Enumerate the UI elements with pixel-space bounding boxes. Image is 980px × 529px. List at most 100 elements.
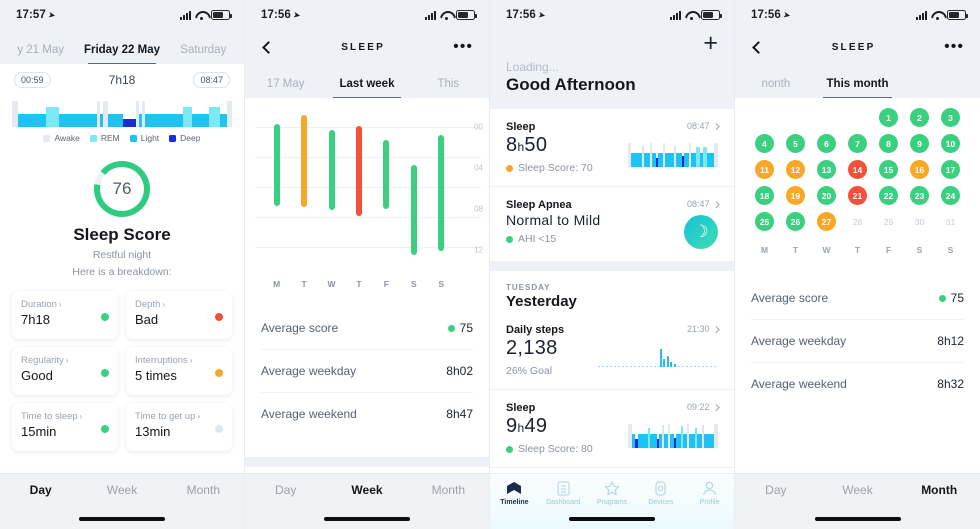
calendar-day[interactable]: 8 xyxy=(879,134,898,153)
calendar-day[interactable]: 13 xyxy=(817,160,836,179)
status-bar: 17:56➤ xyxy=(490,0,734,30)
calendar-day[interactable]: 18 xyxy=(755,186,774,205)
calendar-day[interactable]: 11 xyxy=(755,160,774,179)
metric-card-time-to-sleep[interactable]: Time to sleep › 15min xyxy=(12,403,118,451)
metric-card-depth[interactable]: Depth › Bad xyxy=(126,291,232,339)
more-options-icon[interactable]: ••• xyxy=(453,38,473,55)
calendar-day[interactable]: 2 xyxy=(910,108,929,127)
tab-devices[interactable]: Devices xyxy=(636,479,685,510)
timeline-item-sleep-apnea[interactable]: Sleep Apnea Normal to Mild AHI <15 08:47 xyxy=(490,187,734,262)
timeline-item-right: 08:47 xyxy=(684,199,719,249)
date-tab-next[interactable]: Saturday xyxy=(180,44,227,56)
average-row-score[interactable]: Average score 75 xyxy=(261,307,473,350)
period-tab-month[interactable]: Month xyxy=(186,483,220,497)
period-tab-day[interactable]: Day xyxy=(274,483,297,497)
calendar-day[interactable]: 25 xyxy=(755,212,774,231)
metric-label: Duration › xyxy=(21,299,62,310)
calendar-day[interactable]: 12 xyxy=(786,160,805,179)
metric-card-regularity[interactable]: Regularity › Good xyxy=(12,347,118,395)
date-tabs[interactable]: 17 May Last week This xyxy=(245,64,489,98)
wifi-icon xyxy=(195,11,207,20)
calendar-day[interactable]: 7 xyxy=(848,134,867,153)
tab-timeline[interactable]: Timeline xyxy=(490,479,539,510)
calendar-day[interactable]: 6 xyxy=(817,134,836,153)
calendar-day[interactable]: 16 xyxy=(910,160,929,179)
date-tabs[interactable]: nonth This month xyxy=(735,64,980,98)
calendar-day[interactable]: 9 xyxy=(910,134,929,153)
chevron-left-icon[interactable] xyxy=(262,40,275,54)
calendar-day[interactable]: 10 xyxy=(941,134,960,153)
calendar-day[interactable]: 23 xyxy=(910,186,929,205)
tab-dashboard[interactable]: Dashboard xyxy=(539,479,588,510)
period-tab-day[interactable]: Day xyxy=(765,483,787,497)
average-row-weekday[interactable]: Average weekday 8h02 xyxy=(261,350,473,393)
calendar-day[interactable]: 15 xyxy=(879,160,898,179)
tab-programs[interactable]: Programs xyxy=(588,479,637,510)
date-tabs[interactable]: y 21 May Friday 22 May Saturday xyxy=(0,30,244,64)
period-tab-week[interactable]: Week xyxy=(842,483,873,497)
bar-sat[interactable] xyxy=(400,102,427,277)
period-tab-week[interactable]: Week xyxy=(351,483,383,497)
period-tab-day[interactable]: Day xyxy=(29,483,52,497)
date-tab-current[interactable]: Last week xyxy=(326,78,407,98)
calendar-day[interactable]: 19 xyxy=(786,186,805,205)
panel2-header: 17:56➤ SLEEP ••• 17 May Last week This xyxy=(245,0,489,98)
hypnogram-card[interactable]: 00:59 7h18 08:47 xyxy=(0,64,244,149)
home-indicator[interactable] xyxy=(569,517,655,521)
bar-fri[interactable] xyxy=(373,102,400,277)
average-label: Average weekday xyxy=(751,334,847,348)
date-tab-current[interactable]: Friday 22 May xyxy=(81,44,162,64)
bar-tue[interactable] xyxy=(290,102,317,277)
bar-mon[interactable] xyxy=(263,102,290,277)
metric-card-time-to-get-up[interactable]: Time to get up › 13min xyxy=(126,403,232,451)
calendar-day[interactable]: 27 xyxy=(817,212,836,231)
date-tab-prev[interactable]: nonth xyxy=(761,78,791,90)
average-row-weekend[interactable]: Average weekend 8h32 xyxy=(751,363,964,405)
period-tab-month[interactable]: Month xyxy=(431,483,465,497)
home-indicator[interactable] xyxy=(324,517,410,521)
chevron-left-icon[interactable] xyxy=(752,40,765,54)
date-tab-prev[interactable]: y 21 May xyxy=(17,44,64,56)
status-icons xyxy=(916,10,968,20)
period-tab-month[interactable]: Month xyxy=(921,483,958,497)
tab-profile[interactable]: Profile xyxy=(685,479,734,510)
calendar-day[interactable]: 22 xyxy=(879,186,898,205)
calendar-day[interactable]: 1 xyxy=(879,108,898,127)
phone-screen-timeline: 17:56➤ + Loading... Good Afternoon Sleep… xyxy=(490,0,735,529)
bar-sun[interactable] xyxy=(428,102,455,277)
average-row-weekday[interactable]: Average weekday 8h12 xyxy=(751,320,964,363)
average-row-score[interactable]: Average score 75 xyxy=(751,277,964,320)
metric-card-duration[interactable]: Duration › 7h18 xyxy=(12,291,118,339)
more-options-icon[interactable]: ••• xyxy=(944,38,964,55)
bar-wed[interactable] xyxy=(318,102,345,277)
metric-card-interruptions[interactable]: Interruptions › 5 times xyxy=(126,347,232,395)
chevron-right-icon xyxy=(712,325,719,333)
home-indicator[interactable] xyxy=(814,517,901,521)
calendar-day[interactable]: 4 xyxy=(755,134,774,153)
calendar-day[interactable]: 21 xyxy=(848,186,867,205)
date-tab-current[interactable]: This month xyxy=(817,78,899,98)
calendar-day[interactable]: 20 xyxy=(817,186,836,205)
status-time: 17:56➤ xyxy=(751,9,792,21)
date-tab-prev[interactable]: 17 May xyxy=(266,78,305,90)
battery-icon xyxy=(701,10,722,20)
average-label: Average score xyxy=(261,321,339,335)
date-tab-next[interactable] xyxy=(898,90,980,98)
calendar-day[interactable]: 26 xyxy=(786,212,805,231)
plus-icon[interactable]: + xyxy=(703,29,718,57)
calendar-day[interactable]: 24 xyxy=(941,186,960,205)
home-indicator[interactable] xyxy=(79,517,165,521)
timeline-item-daily-steps[interactable]: Daily steps 2,138 26% Goal 21:30 xyxy=(490,312,734,390)
average-row-weekend[interactable]: Average weekend 8h47 xyxy=(261,393,473,435)
timeline-item-sleep-today[interactable]: Sleep 8h50 Sleep Score: 70 08:47 xyxy=(490,109,734,187)
phone-screen-week-chart: 17:56➤ SLEEP ••• 17 May Last week This xyxy=(245,0,490,529)
calendar-day[interactable]: 3 xyxy=(941,108,960,127)
bar-thu[interactable] xyxy=(345,102,372,277)
period-tab-week[interactable]: Week xyxy=(106,483,138,497)
date-tab-next[interactable]: This xyxy=(437,78,460,90)
calendar-day[interactable]: 17 xyxy=(941,160,960,179)
calendar-day[interactable]: 5 xyxy=(786,134,805,153)
calendar-day[interactable]: 14 xyxy=(848,160,867,179)
average-value: 8h32 xyxy=(937,377,964,391)
timeline-item-sleep-yesterday[interactable]: Sleep 9h49 Sleep Score: 80 09:22 xyxy=(490,390,734,468)
